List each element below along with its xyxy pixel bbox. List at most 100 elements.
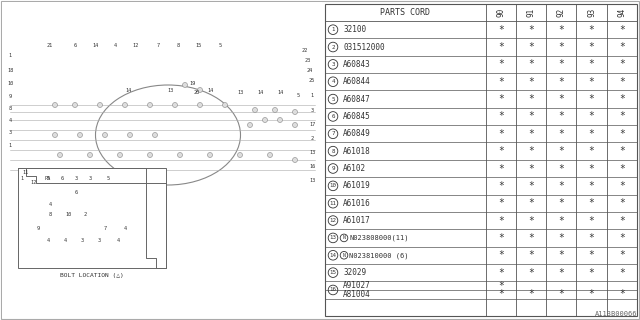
Text: 3: 3 (310, 108, 314, 113)
Circle shape (182, 83, 188, 87)
Text: 12: 12 (132, 43, 138, 47)
Text: 13: 13 (330, 236, 337, 240)
Text: *: * (559, 268, 564, 278)
Text: *: * (589, 94, 595, 104)
Circle shape (198, 102, 202, 108)
Text: *: * (528, 25, 534, 35)
Text: 18: 18 (7, 68, 13, 73)
Text: 20: 20 (194, 90, 200, 94)
Text: 3: 3 (88, 175, 92, 180)
Text: 16: 16 (309, 164, 315, 169)
Text: 5: 5 (106, 175, 109, 180)
Text: *: * (619, 289, 625, 299)
Text: 21: 21 (47, 43, 53, 47)
Text: 91: 91 (527, 8, 536, 17)
Bar (325, 4, 637, 316)
Text: 4: 4 (332, 79, 335, 84)
Text: 3: 3 (97, 237, 100, 243)
Text: *: * (619, 164, 625, 173)
Circle shape (273, 108, 278, 113)
Text: 3: 3 (332, 62, 335, 67)
Circle shape (237, 153, 243, 157)
Text: 15: 15 (195, 43, 201, 47)
Text: *: * (498, 60, 504, 69)
Text: 16: 16 (330, 287, 337, 292)
Text: 25: 25 (309, 77, 315, 83)
Text: A60849: A60849 (343, 129, 371, 138)
Text: *: * (498, 25, 504, 35)
Text: A6102: A6102 (343, 164, 366, 173)
Text: *: * (528, 181, 534, 191)
Text: *: * (528, 60, 534, 69)
Text: 4: 4 (47, 237, 49, 243)
Text: *: * (559, 94, 564, 104)
Text: 8: 8 (332, 149, 335, 154)
Text: 2: 2 (332, 44, 335, 50)
Text: 4: 4 (116, 237, 120, 243)
Text: *: * (498, 289, 504, 299)
Text: *: * (589, 216, 595, 226)
Circle shape (52, 132, 58, 138)
Text: 4: 4 (63, 237, 67, 243)
Text: *: * (498, 111, 504, 122)
Circle shape (118, 153, 122, 157)
Text: *: * (559, 289, 564, 299)
Text: 17: 17 (309, 122, 315, 126)
Text: 32100: 32100 (343, 25, 366, 34)
Text: *: * (619, 198, 625, 208)
Circle shape (253, 108, 257, 113)
Text: 5: 5 (47, 175, 49, 180)
Text: *: * (589, 233, 595, 243)
Text: 7: 7 (332, 131, 335, 136)
Text: 14: 14 (277, 90, 283, 94)
Text: 10: 10 (65, 212, 71, 218)
Text: *: * (619, 233, 625, 243)
Text: *: * (619, 216, 625, 226)
Text: A61018: A61018 (343, 147, 371, 156)
Text: *: * (528, 250, 534, 260)
Text: 7: 7 (104, 226, 107, 230)
Text: 6: 6 (60, 175, 63, 180)
Circle shape (248, 123, 253, 127)
Text: A60843: A60843 (343, 60, 371, 69)
Circle shape (127, 132, 132, 138)
Text: *: * (619, 111, 625, 122)
Circle shape (292, 123, 298, 127)
Circle shape (122, 102, 127, 108)
Text: PA: PA (45, 175, 51, 180)
Text: N: N (342, 236, 346, 240)
Text: 9: 9 (332, 166, 335, 171)
Text: *: * (498, 146, 504, 156)
Circle shape (207, 153, 212, 157)
Text: 1: 1 (332, 27, 335, 32)
Text: A60845: A60845 (343, 112, 371, 121)
Text: *: * (619, 181, 625, 191)
Text: *: * (528, 216, 534, 226)
Text: *: * (589, 25, 595, 35)
Text: *: * (559, 216, 564, 226)
Text: A113B00066: A113B00066 (595, 311, 637, 317)
Bar (18, 168, 166, 268)
Circle shape (177, 153, 182, 157)
Text: 4: 4 (49, 203, 52, 207)
Text: *: * (528, 233, 534, 243)
Circle shape (198, 87, 202, 92)
Circle shape (292, 157, 298, 163)
Text: *: * (559, 181, 564, 191)
Text: *: * (559, 198, 564, 208)
Text: *: * (559, 250, 564, 260)
Text: A60844: A60844 (343, 77, 371, 86)
Text: 10: 10 (7, 81, 13, 85)
Text: *: * (619, 146, 625, 156)
Text: 6: 6 (332, 114, 335, 119)
Text: *: * (498, 250, 504, 260)
Text: 14: 14 (92, 43, 98, 47)
Circle shape (72, 102, 77, 108)
Circle shape (147, 102, 152, 108)
Text: 23: 23 (305, 58, 311, 62)
Text: 8: 8 (8, 106, 12, 110)
Text: *: * (589, 198, 595, 208)
Text: *: * (528, 111, 534, 122)
Text: *: * (559, 25, 564, 35)
Text: *: * (589, 111, 595, 122)
